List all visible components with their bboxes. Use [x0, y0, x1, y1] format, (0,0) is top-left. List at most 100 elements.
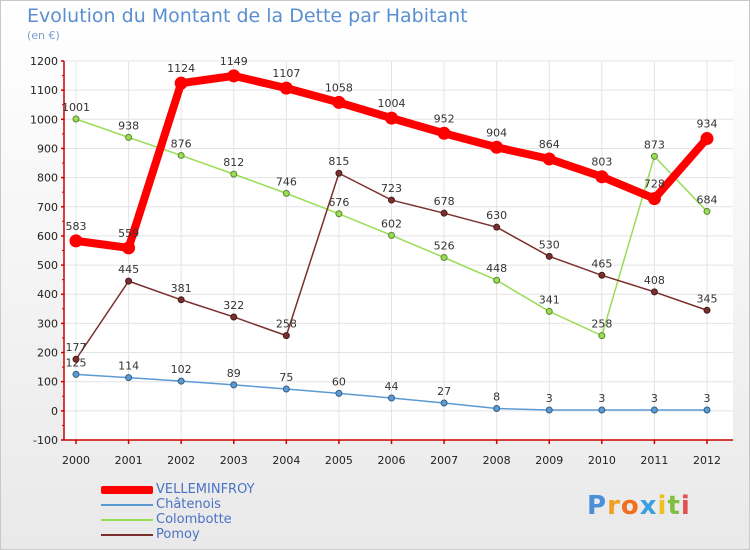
legend-swatch-pomoy	[101, 534, 153, 536]
data-point-pomoy	[282, 332, 290, 340]
data-point-chatenois	[545, 406, 553, 414]
data-point-colombotte	[650, 152, 658, 160]
data-point-velleminfroy	[332, 95, 346, 109]
data-label-colombotte: 746	[276, 175, 297, 188]
logo-letter: i	[680, 491, 691, 521]
data-point-chatenois	[335, 389, 343, 397]
data-point-colombotte	[282, 189, 290, 197]
chart-unit: (en €)	[27, 29, 60, 42]
x-tick-label: 2002	[167, 454, 195, 467]
x-tick-label: 2000	[62, 454, 90, 467]
data-point-colombotte	[125, 133, 133, 141]
data-point-pomoy	[230, 313, 238, 321]
y-tick-label: 400	[37, 288, 58, 301]
data-label-colombotte: 684	[697, 193, 718, 206]
data-label-colombotte: 812	[223, 156, 244, 169]
series-pomoy: 177 445 381 322 258 815 723 678 630 530 465 408 345	[66, 155, 718, 363]
data-label-chatenois: 3	[704, 392, 711, 405]
data-label-colombotte: 341	[539, 293, 560, 306]
data-label-pomoy: 445	[118, 263, 139, 276]
data-point-pomoy	[388, 196, 395, 204]
y-tick-label: 0	[51, 405, 58, 418]
data-label-pomoy: 530	[539, 238, 560, 251]
data-label-colombotte: 448	[486, 262, 507, 275]
data-label-pomoy: 345	[697, 292, 718, 305]
data-label-velleminfroy: 559	[118, 227, 139, 240]
data-point-chatenois	[125, 374, 133, 382]
data-label-colombotte: 676	[328, 196, 349, 209]
proxiti-logo: Proxiti	[587, 491, 691, 521]
x-tick-label: 2012	[693, 454, 721, 467]
data-label-pomoy: 815	[328, 155, 349, 168]
data-label-colombotte: 938	[118, 119, 139, 132]
data-point-velleminfroy	[279, 81, 293, 95]
data-label-velleminfroy: 803	[591, 156, 612, 169]
data-point-chatenois	[440, 399, 448, 407]
data-label-pomoy: 258	[276, 318, 297, 331]
y-tick-label: 1100	[30, 84, 58, 97]
x-tick-label: 2004	[272, 454, 300, 467]
data-label-velleminfroy: 952	[434, 112, 455, 125]
data-point-velleminfroy	[647, 192, 661, 206]
data-point-pomoy	[545, 252, 553, 260]
x-tick-label: 2007	[430, 454, 458, 467]
data-label-velleminfroy: 864	[539, 138, 560, 151]
data-point-colombotte	[335, 210, 343, 218]
data-label-pomoy: 678	[434, 195, 455, 208]
data-label-chatenois: 75	[279, 371, 293, 384]
data-point-chatenois	[598, 406, 606, 414]
data-point-chatenois	[177, 377, 185, 385]
y-tick-label: 800	[37, 172, 58, 185]
data-label-velleminfroy: 934	[697, 118, 718, 131]
x-tick-label: 2009	[535, 454, 563, 467]
series-layer: 125 114 102 89 75 60 44 27 8 3 3 3 3 1001 938 876 812 746…	[62, 55, 718, 414]
data-label-pomoy: 177	[66, 341, 87, 354]
data-point-pomoy	[598, 271, 606, 279]
data-point-colombotte	[598, 332, 606, 340]
data-point-colombotte	[177, 151, 185, 159]
y-tick-label: 900	[37, 142, 58, 155]
data-label-chatenois: 114	[118, 360, 139, 373]
data-point-velleminfroy	[174, 76, 188, 90]
x-tick-label: 2001	[115, 454, 143, 467]
data-label-chatenois: 60	[332, 375, 346, 388]
data-point-pomoy	[335, 169, 343, 177]
data-point-colombotte	[545, 307, 553, 315]
data-point-chatenois	[703, 406, 711, 414]
data-point-chatenois	[282, 385, 290, 393]
data-label-chatenois: 3	[546, 392, 553, 405]
x-tick-label: 2005	[325, 454, 353, 467]
legend-label-pomoy: Pomoy	[156, 527, 200, 542]
data-point-velleminfroy	[437, 126, 451, 140]
data-point-velleminfroy	[69, 234, 83, 248]
data-label-pomoy: 408	[644, 274, 665, 287]
x-tick-label: 2011	[640, 454, 668, 467]
data-label-chatenois: 102	[171, 363, 192, 376]
logo-letter: r	[607, 491, 621, 521]
logo-letter: P	[587, 491, 608, 521]
data-point-pomoy	[440, 209, 448, 217]
data-label-chatenois: 3	[651, 392, 658, 405]
data-label-chatenois: 27	[437, 385, 451, 398]
data-point-pomoy	[72, 355, 80, 363]
data-point-pomoy	[493, 223, 501, 231]
data-label-colombotte: 602	[381, 217, 402, 230]
y-tick-label: 1200	[30, 55, 58, 68]
data-point-velleminfroy	[385, 111, 398, 125]
data-label-colombotte: 526	[434, 239, 455, 252]
data-point-velleminfroy	[122, 241, 136, 255]
data-point-pomoy	[177, 296, 185, 304]
data-point-velleminfroy	[490, 140, 504, 154]
data-label-velleminfroy: 904	[486, 126, 507, 139]
series-velleminfroy: 583 559 1124 1149 1107 1058 1004 952 904 864 803 72…	[66, 55, 718, 255]
data-point-colombotte	[230, 170, 238, 178]
legend-label-chatenois: Châtenois	[156, 497, 221, 512]
data-label-chatenois: 125	[66, 356, 87, 369]
y-tick-label: 100	[37, 376, 58, 389]
data-label-pomoy: 381	[171, 282, 192, 295]
data-label-chatenois: 89	[227, 367, 241, 380]
data-label-velleminfroy: 1004	[378, 97, 406, 110]
data-label-velleminfroy: 1107	[272, 67, 300, 80]
data-label-chatenois: 44	[385, 380, 399, 393]
y-tick-label: 200	[37, 347, 58, 360]
